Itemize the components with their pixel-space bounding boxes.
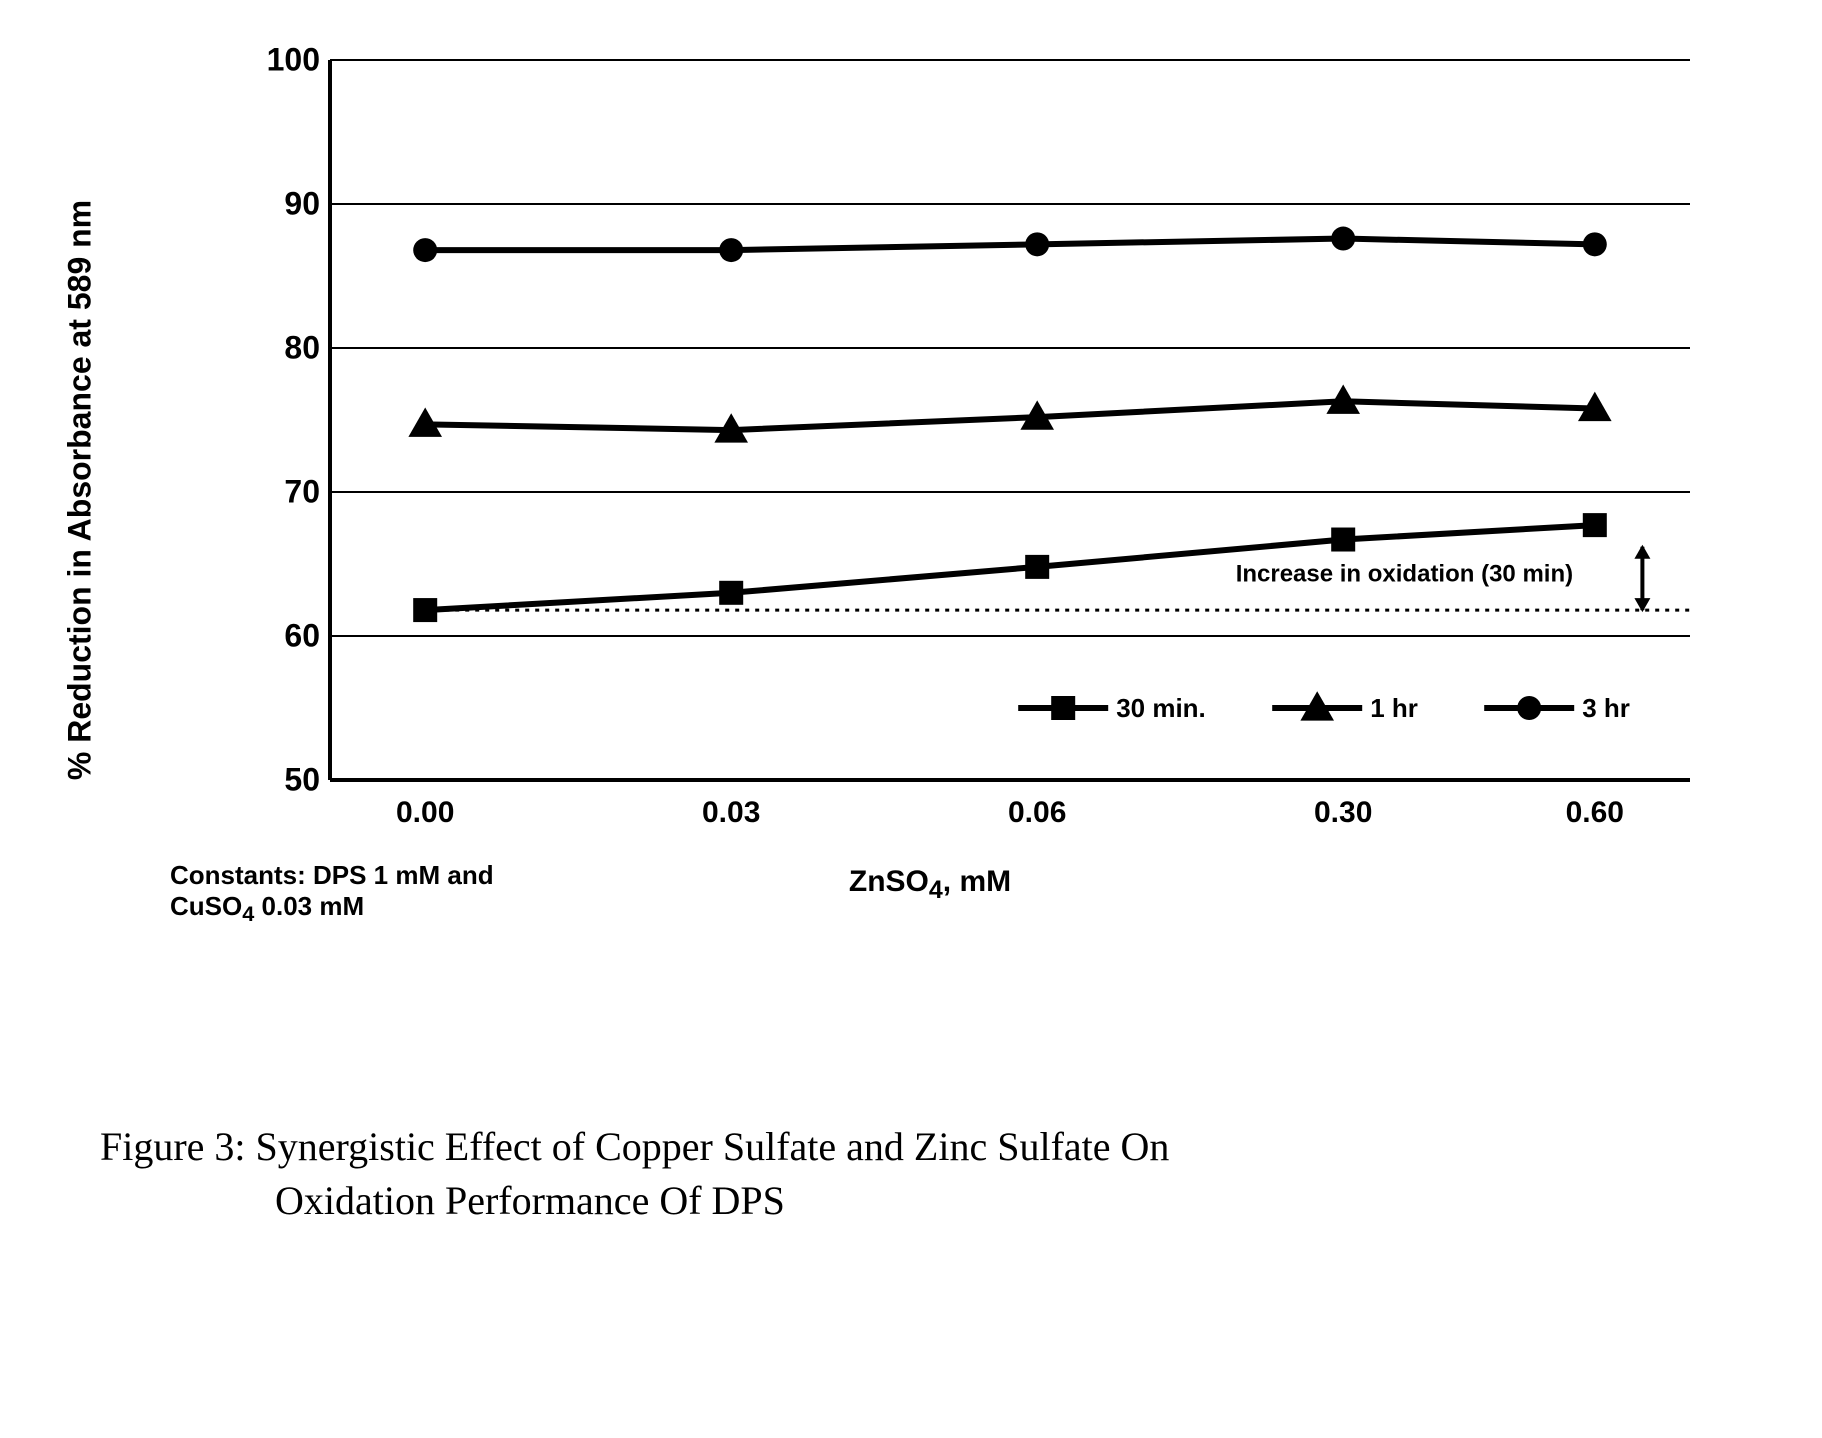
figure-caption: Figure 3: Synergistic Effect of Copper S… [100, 1120, 1600, 1228]
legend-label: 3 hr [1582, 693, 1630, 723]
y-axis-label: % Reduction in Absorbance at 589 nm [62, 200, 99, 780]
y-tick-label: 90 [284, 186, 320, 223]
annotation-text: Increase in oxidation (30 min) [1236, 560, 1573, 587]
x-tick-label: 0.00 [396, 796, 454, 830]
chart: % Reduction in Absorbance at 589 nm 5060… [120, 50, 1740, 930]
x-tick-label: 0.03 [702, 796, 760, 830]
y-tick-label: 80 [284, 330, 320, 367]
plot-svg: Increase in oxidation (30 min) 30 min. 1 h… [330, 60, 1690, 780]
x-tick-label: 0.30 [1314, 796, 1372, 830]
y-axis-ticks: 5060708090100 [240, 50, 320, 790]
y-tick-label: 70 [284, 474, 320, 511]
x-axis-label: ZnSO4, mM [849, 865, 1011, 905]
legend-label: 1 hr [1370, 693, 1418, 723]
x-axis-ticks: 0.00 0.03 0.06 0.30 0.60 [330, 790, 1690, 840]
y-tick-label: 60 [284, 618, 320, 655]
series-line-1-hr [425, 401, 1595, 430]
series-line-3-hr [425, 239, 1595, 251]
plot-area: Increase in oxidation (30 min) 30 min. 1 h… [330, 60, 1690, 780]
constants-note: Constants: DPS 1 mM andCuSO4 0.03 mM [170, 860, 494, 927]
legend-label: 30 min. [1116, 693, 1206, 723]
x-tick-label: 0.06 [1008, 796, 1066, 830]
y-tick-label: 100 [267, 42, 320, 79]
x-tick-label: 0.60 [1566, 796, 1624, 830]
y-tick-label: 50 [284, 762, 320, 799]
page-root: % Reduction in Absorbance at 589 nm 50 60… [0, 0, 1822, 1438]
